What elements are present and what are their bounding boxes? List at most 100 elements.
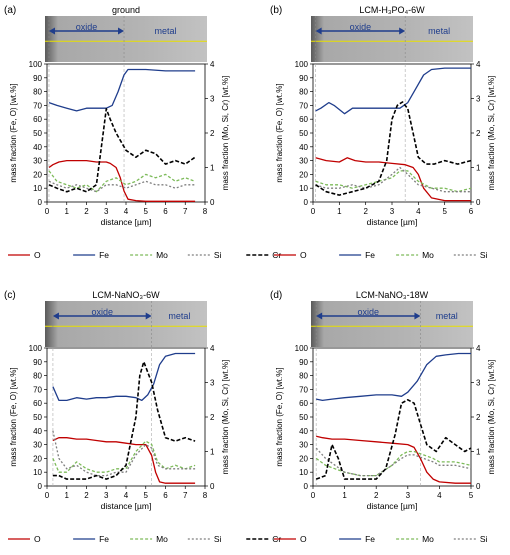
x-tick-label: 2	[84, 491, 89, 500]
y-tick-label: 30	[299, 441, 308, 450]
legend-1-0: O Fe Mo Si Cr	[8, 534, 281, 544]
metal-label: metal	[168, 311, 190, 321]
y2-tick-label: 0	[210, 482, 215, 491]
y2-tick-label: 0	[476, 482, 481, 491]
y-tick-label: 60	[299, 399, 308, 408]
legend-label-fe: Fe	[99, 250, 109, 260]
legend-label-o: O	[300, 250, 307, 260]
panel-label: (c)	[4, 290, 16, 301]
x-tick-label: 3	[104, 491, 109, 500]
y-tick-label: 70	[299, 385, 308, 394]
x-tick-label: 8	[203, 491, 208, 500]
x-tick-label: 6	[469, 207, 474, 216]
series-line-si	[315, 447, 472, 477]
series-line-cr	[315, 398, 472, 480]
plot-frame	[312, 63, 472, 203]
x-tick-label: 3	[104, 207, 109, 216]
y-tick-label: 90	[33, 358, 42, 367]
x-tick-label: 2	[84, 207, 89, 216]
y2-axis-title: mass fraction (Mo, Si, Cr) [wt.%]	[221, 360, 230, 475]
y2-tick-label: 4	[476, 60, 481, 69]
series-line-si	[52, 430, 196, 477]
x-tick-label: 1	[337, 207, 342, 216]
x-tick-label: 0	[45, 491, 50, 500]
x-axis-title: distance [µm]	[367, 501, 418, 511]
y-axis-title: mass fraction (Fe, O) [wt.%]	[275, 83, 284, 182]
y2-tick-label: 4	[210, 344, 215, 353]
y-tick-label: 20	[33, 454, 42, 463]
x-tick-label: 0	[311, 207, 316, 216]
y-tick-label: 20	[299, 454, 308, 463]
y-tick-label: 50	[299, 413, 308, 422]
y-tick-label: 0	[38, 198, 43, 207]
y-tick-label: 60	[33, 399, 42, 408]
y-tick-label: 50	[33, 413, 42, 422]
legend-label-o: O	[34, 250, 41, 260]
y2-tick-label: 0	[476, 198, 481, 207]
x-tick-label: 5	[469, 491, 474, 500]
y2-axis-title: mass fraction (Mo, Si, Cr) [wt.%]	[487, 360, 496, 475]
y-axis-title: mass fraction (Fe, O) [wt.%]	[9, 367, 18, 466]
series-line-o	[316, 435, 471, 484]
y2-tick-label: 2	[210, 129, 215, 138]
y-tick-label: 80	[33, 88, 42, 97]
y2-tick-label: 0	[210, 198, 215, 207]
series-line-fe	[316, 352, 471, 402]
metal-label: metal	[155, 26, 177, 36]
x-tick-label: 5	[144, 491, 149, 500]
x-tick-label: 1	[65, 491, 70, 500]
series-line-cr	[48, 108, 196, 193]
y-tick-label: 60	[299, 115, 308, 124]
y2-axis-title: mass fraction (Mo, Si, Cr) [wt.%]	[221, 76, 230, 191]
x-tick-label: 0	[311, 491, 316, 500]
x-axis-title: distance [µm]	[367, 217, 418, 227]
oxide-arrow-right-head	[145, 312, 152, 320]
y-tick-label: 100	[295, 344, 309, 353]
oxide-arrow-left-head	[48, 27, 55, 35]
series-line-mo	[315, 170, 472, 193]
legend-label-o: O	[34, 534, 41, 544]
y2-tick-label: 1	[210, 164, 215, 173]
y-tick-label: 80	[299, 88, 308, 97]
x-tick-label: 7	[183, 207, 188, 216]
y2-axis-title: mass fraction (Mo, Si, Cr) [wt.%]	[487, 76, 496, 191]
y2-tick-label: 4	[210, 60, 215, 69]
y-tick-label: 40	[299, 143, 308, 152]
legend-label-o: O	[300, 534, 307, 544]
legend-label-mo: Mo	[422, 534, 434, 544]
legend-0-0: O Fe Mo Si Cr	[8, 250, 281, 260]
y2-tick-label: 3	[476, 95, 481, 104]
y2-tick-label: 2	[210, 413, 215, 422]
plot-frame	[46, 63, 206, 203]
y-tick-label: 90	[299, 358, 308, 367]
micrograph-image	[45, 16, 207, 62]
chart-title: LCM-H₃PO₄-6W	[359, 5, 425, 15]
x-tick-label: 2	[374, 491, 379, 500]
oxide-arrow-left-head	[52, 312, 59, 320]
y-tick-label: 10	[33, 184, 42, 193]
x-tick-label: 7	[183, 491, 188, 500]
legend-label-mo: Mo	[156, 534, 168, 544]
x-tick-label: 4	[437, 491, 442, 500]
legend-label-mo: Mo	[156, 250, 168, 260]
series-line-fe	[315, 67, 471, 115]
x-tick-label: 8	[203, 207, 208, 216]
x-tick-label: 4	[416, 207, 421, 216]
oxide-arrow-right-head	[414, 312, 421, 320]
series-line-o	[315, 157, 471, 202]
series-line-mo	[48, 170, 196, 193]
y-tick-label: 20	[33, 170, 42, 179]
x-tick-label: 5	[442, 207, 447, 216]
legend-label-si: Si	[214, 250, 222, 260]
y2-tick-label: 4	[476, 344, 481, 353]
series-line-si	[48, 180, 196, 193]
y-tick-label: 70	[299, 101, 308, 110]
micrograph-image	[311, 16, 473, 62]
legend-label-si: Si	[480, 250, 488, 260]
